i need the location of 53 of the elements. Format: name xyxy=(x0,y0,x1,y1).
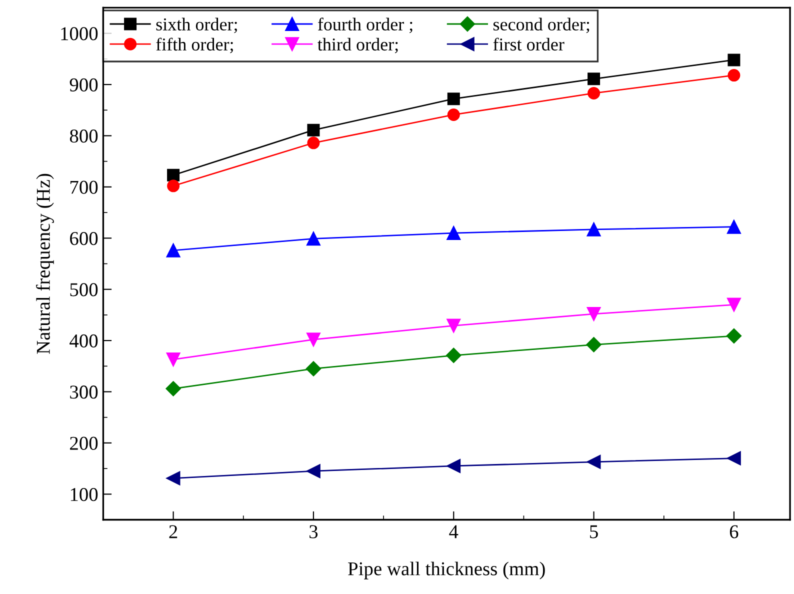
point xyxy=(586,454,601,469)
point xyxy=(586,337,602,352)
point xyxy=(306,464,320,478)
x-tick-label: 5 xyxy=(590,525,598,538)
y-tick-label: 700 xyxy=(70,180,98,194)
point xyxy=(167,168,180,182)
y-tick-label: 800 xyxy=(70,130,98,143)
point xyxy=(166,381,181,396)
point xyxy=(446,226,461,240)
y-tick-label: 100 xyxy=(70,488,98,502)
point xyxy=(446,459,461,473)
point xyxy=(728,69,740,82)
legend-label: fifth order; xyxy=(156,38,233,54)
point xyxy=(166,471,180,486)
point xyxy=(166,352,180,366)
point xyxy=(726,328,742,344)
point xyxy=(728,54,740,66)
point xyxy=(306,361,322,376)
point xyxy=(447,108,460,121)
y-tick-label: 400 xyxy=(70,334,98,348)
y-tick-label: 600 xyxy=(70,232,98,246)
point xyxy=(307,124,320,136)
y-tick-label: 900 xyxy=(70,78,98,92)
y-axis-title: Natural frequency (Hz) xyxy=(36,174,54,354)
point xyxy=(727,298,741,312)
point xyxy=(727,451,741,466)
y-tick-label: 200 xyxy=(70,436,98,450)
x-axis-title: Pipe wall thickness (mm) xyxy=(348,562,545,580)
point xyxy=(166,243,180,258)
y-tick-label: 500 xyxy=(70,283,98,296)
y-tick-label: 300 xyxy=(70,386,98,399)
point xyxy=(586,222,601,236)
legend-label: fourth order ; xyxy=(318,18,412,34)
point xyxy=(447,92,460,106)
x-tick-label: 2 xyxy=(169,525,178,538)
point xyxy=(588,86,600,100)
legend-label: sixth order; xyxy=(156,18,237,34)
point xyxy=(588,72,600,86)
legend-label: third order; xyxy=(318,38,398,54)
x-tick-label: 3 xyxy=(310,525,318,538)
point xyxy=(727,220,741,234)
point xyxy=(307,136,320,150)
y-tick-label: 1000 xyxy=(61,27,98,40)
point xyxy=(446,318,461,333)
x-tick-label: 6 xyxy=(730,525,738,538)
point xyxy=(586,306,601,321)
x-tick-label: 4 xyxy=(449,525,458,538)
point xyxy=(446,348,462,363)
point xyxy=(306,332,320,346)
point xyxy=(306,232,320,246)
point xyxy=(167,180,180,192)
legend-label: second order; xyxy=(493,18,590,34)
legend-label: first order xyxy=(493,38,564,51)
